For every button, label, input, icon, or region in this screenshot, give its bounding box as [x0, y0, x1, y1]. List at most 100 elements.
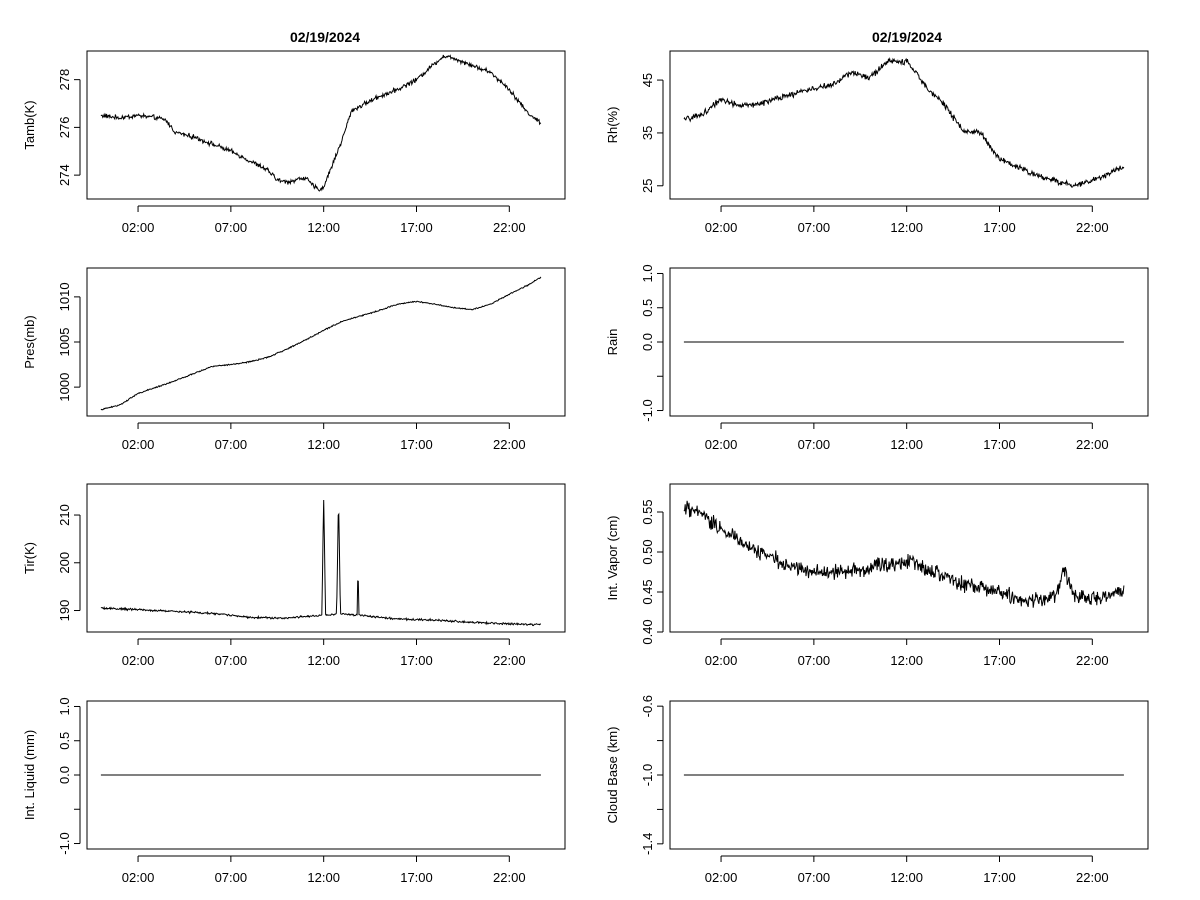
cloudbase-y-axis-label: Cloud Base (km): [605, 727, 620, 824]
vapor-plot-frame: [669, 483, 1149, 633]
rain-x-tick-label: 07:00: [798, 437, 831, 452]
liquid-y-tick-label: -1.0: [57, 832, 72, 854]
rh-y-axis-label: Rh(%): [605, 107, 620, 144]
panel-pres: 02:00 07:00 12:00 17:00 22:00 1000 1005 1010 Pre…: [22, 267, 566, 452]
pres-y-axis-label: Pres(mb): [22, 315, 37, 368]
rh-y-tick-label: 25: [640, 179, 655, 193]
panel-rh: 02:00 07:00 12:00 17:00 22:00 25 35 45 Rh(%): [605, 50, 1149, 235]
rh-x-tick-label: 17:00: [983, 220, 1016, 235]
tir-y-tick-label: 190: [57, 600, 72, 622]
cloudbase-plot-frame: [669, 700, 1149, 850]
liquid-plot-frame: [86, 700, 566, 850]
pres-series-line: [100, 276, 542, 411]
rain-y-tick-label: 1.0: [640, 264, 655, 282]
tir-y-axis-label: Tir(K): [22, 542, 37, 574]
tamb-x-tick-label: 22:00: [493, 220, 526, 235]
cloudbase-y-tick-label: -1.0: [640, 764, 655, 786]
liquid-x-tick-label: 17:00: [400, 870, 433, 885]
liquid-x-tick-label: 12:00: [307, 870, 340, 885]
cloudbase-x-tick-label: 07:00: [798, 870, 831, 885]
liquid-y-tick-label: 1.0: [57, 697, 72, 715]
tir-x-tick-label: 07:00: [215, 653, 248, 668]
vapor-series-line: [683, 500, 1125, 608]
rh-y-tick-label: 35: [640, 126, 655, 140]
pres-y-tick-label: 1010: [57, 282, 72, 311]
panel-tamb: 02:00 07:00 12:00 17:00 22:00 274 276 278 Tamb(K…: [22, 50, 566, 235]
panels-group: 02:00 07:00 12:00 17:00 22:00 274 276 278 Tamb(K…: [22, 50, 1149, 885]
cloudbase-y-tick-label: -0.6: [640, 695, 655, 717]
liquid-y-tick-label: 0.0: [57, 766, 72, 784]
tamb-x-tick-label: 17:00: [400, 220, 433, 235]
tir-y-tick-label: 200: [57, 552, 72, 574]
panel-vapor: 02:00 07:00 12:00 17:00 22:00 0.40 0.45 0.50 0.5…: [605, 483, 1149, 668]
rain-x-tick-label: 22:00: [1076, 437, 1109, 452]
left-column-title: 02/19/2024: [290, 29, 360, 45]
pres-x-tick-label: 17:00: [400, 437, 433, 452]
pres-x-tick-label: 22:00: [493, 437, 526, 452]
pres-x-tick-label: 12:00: [307, 437, 340, 452]
tamb-series-line: [100, 54, 542, 192]
vapor-y-tick-label: 0.55: [640, 499, 655, 524]
rh-y-tick-label: 45: [640, 73, 655, 87]
vapor-y-tick-label: 0.50: [640, 539, 655, 564]
tir-x-tick-label: 22:00: [493, 653, 526, 668]
tamb-y-tick-label: 276: [57, 117, 72, 139]
tir-y-tick-label: 210: [57, 504, 72, 526]
liquid-y-axis-label: Int. Liquid (mm): [22, 730, 37, 820]
liquid-x-tick-label: 22:00: [493, 870, 526, 885]
panel-tir: 02:00 07:00 12:00 17:00 22:00 190 200 210 Tir(K): [22, 483, 566, 668]
right-column-title: 02/19/2024: [872, 29, 942, 45]
rain-y-axis-label: Rain: [605, 329, 620, 356]
liquid-x-tick-label: 02:00: [122, 870, 155, 885]
rh-x-tick-label: 02:00: [705, 220, 738, 235]
cloudbase-x-tick-label: 17:00: [983, 870, 1016, 885]
panel-rain: 02:00 07:00 12:00 17:00 22:00 -1.0 0.0 0.5 1.0 Ra…: [605, 264, 1149, 452]
rain-y-tick-label: 0.0: [640, 333, 655, 351]
panel-liquid: 02:00 07:00 12:00 17:00 22:00 -1.0 0.0 0.5 1.0 In…: [22, 697, 566, 885]
rh-x-tick-label: 07:00: [798, 220, 831, 235]
tir-x-tick-label: 02:00: [122, 653, 155, 668]
cloudbase-x-tick-label: 22:00: [1076, 870, 1109, 885]
tamb-x-tick-label: 02:00: [122, 220, 155, 235]
tir-plot-frame: [86, 483, 566, 633]
rh-series-line: [683, 57, 1125, 188]
pres-x-tick-label: 02:00: [122, 437, 155, 452]
pres-y-tick-label: 1000: [57, 373, 72, 402]
tir-x-tick-label: 17:00: [400, 653, 433, 668]
rh-x-tick-label: 12:00: [890, 220, 923, 235]
vapor-y-tick-label: 0.45: [640, 579, 655, 604]
vapor-x-tick-label: 02:00: [705, 653, 738, 668]
pres-x-tick-label: 07:00: [215, 437, 248, 452]
tamb-y-tick-label: 278: [57, 69, 72, 91]
vapor-x-tick-label: 17:00: [983, 653, 1016, 668]
liquid-y-tick-label: 0.5: [57, 732, 72, 750]
rain-y-tick-label: -1.0: [640, 399, 655, 421]
liquid-x-tick-label: 07:00: [215, 870, 248, 885]
rain-x-tick-label: 02:00: [705, 437, 738, 452]
tamb-plot-frame: [86, 50, 566, 200]
rain-plot-frame: [669, 267, 1149, 417]
tir-series-line: [100, 499, 542, 627]
vapor-x-tick-label: 07:00: [798, 653, 831, 668]
pres-plot-frame: [86, 267, 566, 417]
tamb-y-axis-label: Tamb(K): [22, 100, 37, 149]
cloudbase-y-tick-label: -1.4: [640, 833, 655, 855]
rain-y-tick-label: 0.5: [640, 299, 655, 317]
cloudbase-x-tick-label: 12:00: [890, 870, 923, 885]
cloudbase-x-tick-label: 02:00: [705, 870, 738, 885]
panel-cloudbase: 02:00 07:00 12:00 17:00 22:00 -1.4 -1.0 -0.6 Clo…: [605, 695, 1149, 885]
rh-x-tick-label: 22:00: [1076, 220, 1109, 235]
vapor-x-tick-label: 12:00: [890, 653, 923, 668]
vapor-y-axis-label: Int. Vapor (cm): [605, 515, 620, 600]
vapor-y-tick-label: 0.40: [640, 619, 655, 644]
tir-x-tick-label: 12:00: [307, 653, 340, 668]
rain-x-tick-label: 12:00: [890, 437, 923, 452]
rain-x-tick-label: 17:00: [983, 437, 1016, 452]
vapor-x-tick-label: 22:00: [1076, 653, 1109, 668]
rh-plot-frame: [669, 50, 1149, 200]
tamb-y-tick-label: 274: [57, 164, 72, 186]
tamb-x-tick-label: 07:00: [215, 220, 248, 235]
pres-y-tick-label: 1005: [57, 328, 72, 357]
